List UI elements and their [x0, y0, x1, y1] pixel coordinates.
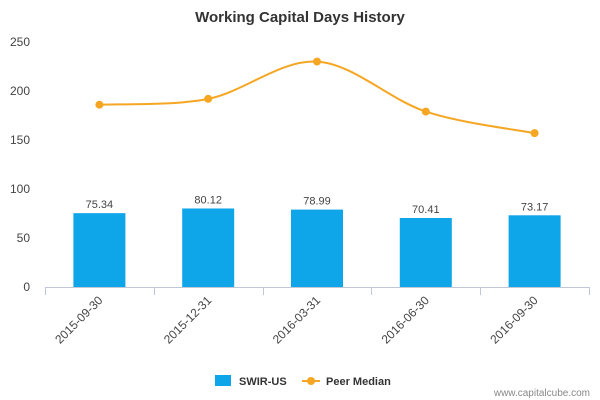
bar-data-label: 75.34: [86, 199, 114, 211]
x-tick-label: 2015-09-30: [52, 293, 106, 347]
bar: [508, 215, 561, 287]
chart-title: Working Capital Days History: [195, 9, 405, 26]
y-tick-label: 250: [10, 35, 30, 49]
x-tick-label: 2016-03-31: [270, 293, 324, 347]
y-tick-label: 200: [10, 84, 30, 98]
line-point: [95, 100, 104, 109]
y-tick-label: 100: [10, 182, 30, 196]
legend: SWIR-US Peer Median: [215, 375, 391, 388]
bar: [399, 217, 452, 287]
source-credit: www.capitalcube.com: [493, 388, 590, 399]
bar-data-label: 70.41: [412, 204, 440, 216]
legend-swatch-swir: [215, 375, 231, 386]
x-tick-label: 2016-09-30: [487, 293, 541, 347]
legend-label-swir: SWIR-US: [239, 376, 287, 388]
line-point: [421, 107, 430, 116]
line-point: [204, 94, 213, 103]
x-axis: 2015-09-30 2015-12-31 2016-03-31 2016-06-30…: [45, 287, 590, 347]
y-tick-label: 150: [10, 133, 30, 147]
y-tick-label: 50: [17, 231, 31, 245]
line-series: [95, 57, 539, 138]
peer-median-line: [99, 60, 535, 135]
line-point: [530, 129, 539, 138]
bar: [73, 213, 126, 287]
line-point: [313, 57, 321, 66]
bar: [291, 209, 343, 287]
bar-data-label: 80.12: [194, 194, 222, 206]
bar-data-label: 73.17: [521, 201, 549, 213]
y-tick-label: 0: [23, 280, 30, 294]
y-axis: 0 50 100 150 200 250: [10, 35, 30, 294]
bar: [182, 208, 235, 287]
bar-series: 75.34 80.12 78.99 70.41 73.17: [73, 194, 561, 287]
legend-label-peer: Peer Median: [326, 376, 391, 388]
x-tick-label: 2015-12-31: [161, 293, 215, 347]
bar-data-label: 78.99: [303, 196, 331, 208]
x-tick-label: 2016-06-30: [379, 293, 433, 347]
legend-swatch-peer-dot: [307, 377, 315, 385]
